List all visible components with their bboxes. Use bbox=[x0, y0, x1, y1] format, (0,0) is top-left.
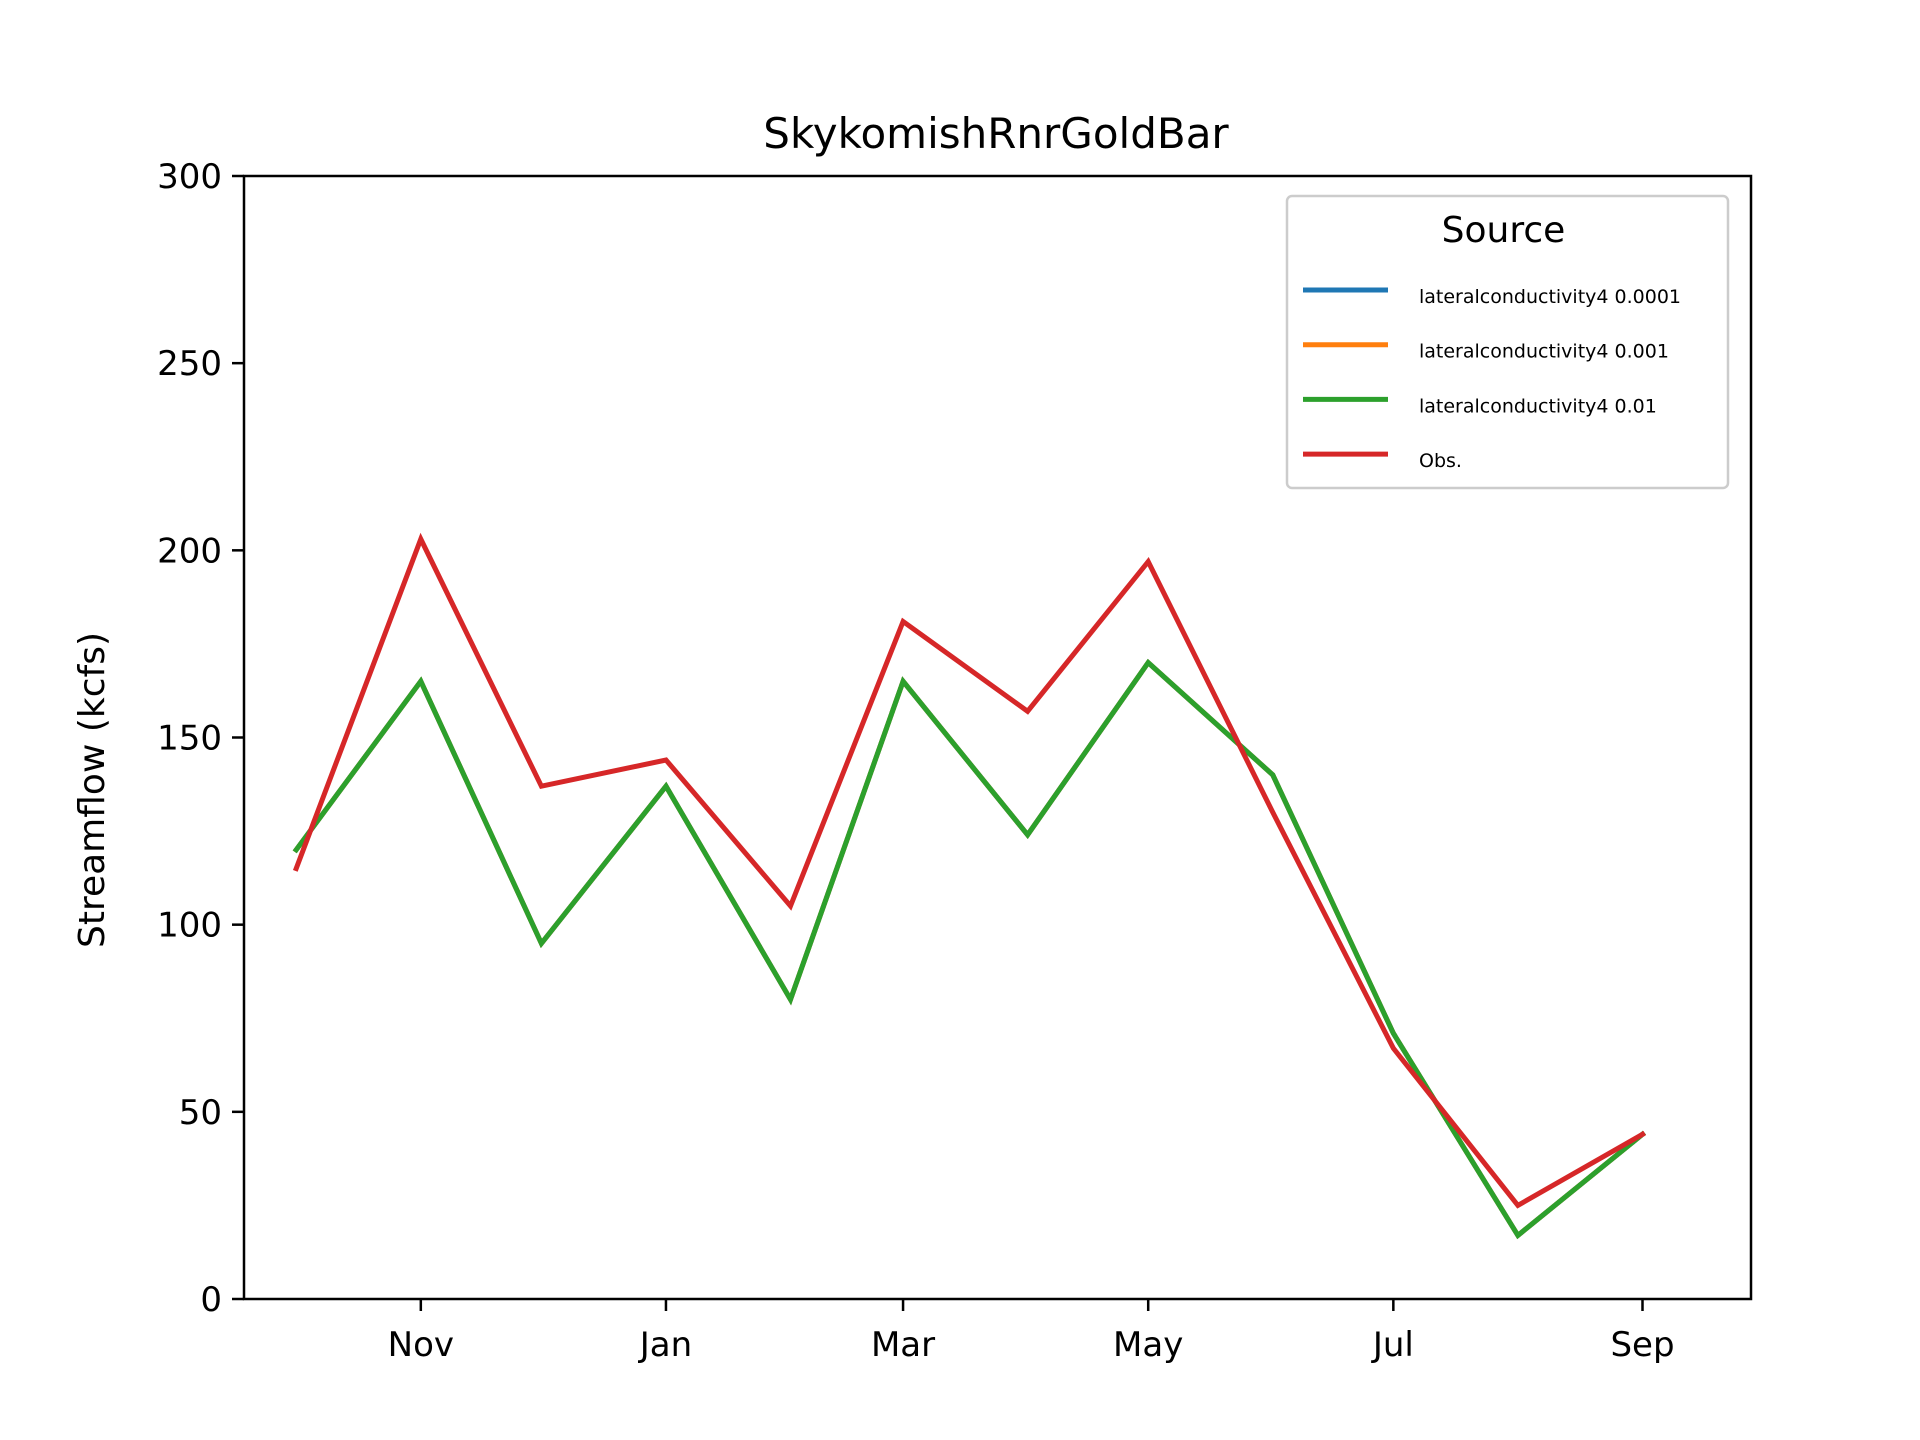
x-tick-label: Sep bbox=[1610, 1325, 1674, 1365]
x-tick-label: Jul bbox=[1371, 1325, 1414, 1365]
y-tick-label: 250 bbox=[157, 344, 222, 384]
y-axis-label: Streamflow (kcfs) bbox=[72, 632, 113, 948]
y-tick-label: 0 bbox=[200, 1280, 222, 1320]
y-tick-label: 200 bbox=[157, 531, 222, 571]
legend: Source lateralconductivity4 0.0001 lateral… bbox=[1285, 194, 1730, 490]
series-line-4 bbox=[292, 532, 1646, 1209]
x-tick-label: Mar bbox=[871, 1325, 935, 1365]
x-tick-label: May bbox=[1113, 1325, 1183, 1365]
x-tick-label: Nov bbox=[388, 1325, 454, 1365]
axes-layer: 0 50 100 150 200 250 300 Nov Jan Mar May Jul Sep bbox=[157, 157, 1753, 1365]
y-tick-label: 150 bbox=[157, 719, 222, 759]
legend-label-3: lateralconductivity4 0.01 bbox=[1419, 395, 1657, 417]
y-tick-label: 100 bbox=[157, 906, 222, 946]
y-tick-label: 300 bbox=[157, 157, 222, 197]
y-tick-label: 50 bbox=[179, 1093, 222, 1133]
x-tick-label: Jan bbox=[638, 1325, 692, 1365]
series-line-3 bbox=[292, 658, 1647, 1240]
legend-title: Source bbox=[1442, 210, 1566, 251]
legend-label-2: lateralconductivity4 0.001 bbox=[1419, 341, 1669, 363]
legend-label-4: Obs. bbox=[1419, 450, 1462, 472]
chart-title: SkykomishRnrGoldBar bbox=[763, 109, 1229, 158]
series-layer bbox=[292, 532, 1647, 1240]
legend-box bbox=[1285, 194, 1730, 490]
legend-label-1: lateralconductivity4 0.0001 bbox=[1419, 286, 1681, 308]
